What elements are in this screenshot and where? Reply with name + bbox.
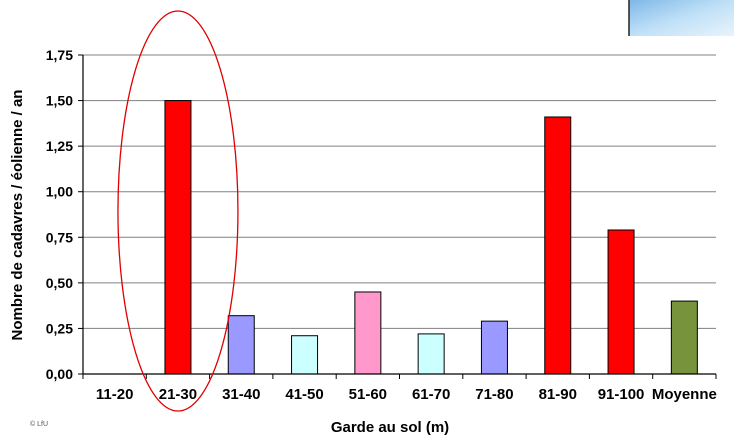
bar-71-80: [480, 320, 508, 375]
axes: [82, 55, 716, 375]
x-axis-title: Garde au sol (m): [331, 419, 449, 436]
bar-91-100: [607, 229, 635, 375]
bars: [164, 100, 698, 375]
sky-photo-fragment: [628, 0, 734, 36]
y-tick-label: 0,00: [46, 366, 73, 382]
bar-31-40: [227, 315, 255, 375]
x-tick-label: 81-90: [539, 386, 577, 403]
y-tick-label: 0,75: [46, 229, 73, 245]
x-tick-label: 41-50: [285, 386, 323, 403]
y-tick-label: 0,25: [46, 320, 73, 336]
y-axis-ticks: 0,00 0,25 0,50 0,75 1,00 1,25 1,50 1,75: [46, 47, 83, 382]
y-tick-label: 1,00: [46, 184, 73, 200]
x-tick-label: Moyenne: [652, 386, 717, 403]
bar-61-70: [417, 333, 445, 375]
bar-51-60: [354, 291, 382, 375]
x-tick-label: 61-70: [412, 386, 450, 403]
x-tick-label: 71-80: [475, 386, 513, 403]
bar-moyenne: [670, 300, 698, 375]
y-tick-label: 0,50: [46, 275, 73, 291]
y-tick-label: 1,75: [46, 47, 73, 63]
bar-81-90: [544, 116, 572, 375]
bar-41-50: [291, 335, 319, 375]
x-tick-label: 91-100: [598, 386, 645, 403]
x-tick-label: 31-40: [222, 386, 260, 403]
highlight-ellipse: [117, 10, 239, 412]
y-tick-label: 1,50: [46, 93, 73, 109]
x-axis-ticks: 11-20 21-30 31-40 41-50 51-60 61-70 71-80 81-90…: [82, 374, 717, 403]
bar-21-30: [164, 100, 192, 375]
x-tick-label: 21-30: [159, 386, 197, 403]
credit-text: © LfU: [30, 420, 48, 428]
x-tick-label: 11-20: [96, 386, 134, 403]
x-tick-label: 51-60: [349, 386, 387, 403]
y-tick-label: 1,25: [46, 138, 73, 154]
y-axis-title: Nombre de cadavres / éolienne / an: [9, 90, 26, 341]
